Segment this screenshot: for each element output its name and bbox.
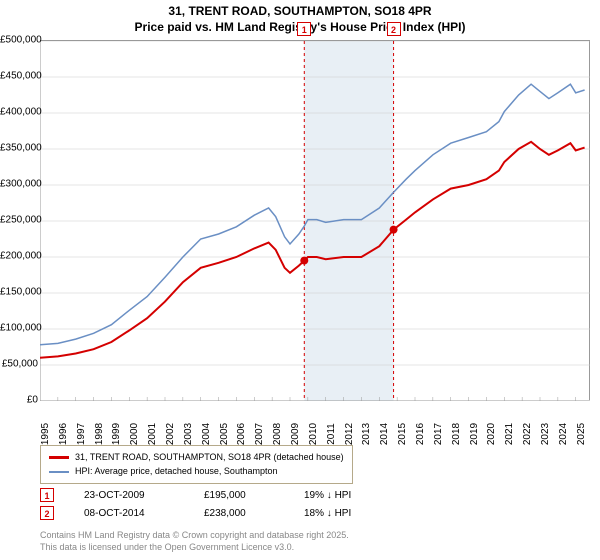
x-tick-label: 2017 [433, 423, 444, 445]
x-tick-label: 2001 [147, 423, 158, 445]
y-tick-label: £300,000 [0, 179, 38, 190]
chart-container: 31, TRENT ROAD, SOUTHAMPTON, SO18 4PR Pr… [0, 0, 600, 560]
y-tick-label: £250,000 [0, 215, 38, 226]
footer-note: Contains HM Land Registry data © Crown c… [40, 530, 349, 553]
legend-swatch-1 [49, 456, 69, 459]
x-tick-label: 2002 [165, 423, 176, 445]
footer-line-2: This data is licensed under the Open Gov… [40, 542, 349, 554]
x-tick-label: 2007 [254, 423, 265, 445]
legend-item-1: 31, TRENT ROAD, SOUTHAMPTON, SO18 4PR (d… [49, 450, 344, 464]
x-tick-label: 1997 [76, 423, 87, 445]
x-tick-label: 2004 [201, 423, 212, 445]
plot-svg [40, 41, 590, 401]
x-tick-label: 2000 [129, 423, 140, 445]
sales-marker-1: 1 [40, 488, 54, 502]
chart-marker-box: 2 [387, 22, 401, 36]
legend-swatch-2 [49, 471, 69, 473]
title-line-1: 31, TRENT ROAD, SOUTHAMPTON, SO18 4PR [0, 4, 600, 20]
y-tick-label: £50,000 [0, 359, 38, 370]
x-tick-label: 2008 [272, 423, 283, 445]
x-tick-label: 1998 [94, 423, 105, 445]
sales-delta-2: 18% ↓ HPI [304, 508, 351, 519]
y-tick-label: £350,000 [0, 143, 38, 154]
y-tick-label: £150,000 [0, 287, 38, 298]
y-tick-label: £500,000 [0, 35, 38, 46]
x-tick-label: 2010 [308, 423, 319, 445]
y-tick-label: £450,000 [0, 71, 38, 82]
x-tick-label: 2012 [344, 423, 355, 445]
x-tick-label: 2022 [522, 423, 533, 445]
legend-label-1: 31, TRENT ROAD, SOUTHAMPTON, SO18 4PR (d… [75, 450, 344, 464]
x-tick-label: 2023 [540, 423, 551, 445]
y-tick-label: £400,000 [0, 107, 38, 118]
x-tick-label: 2021 [504, 423, 515, 445]
x-tick-label: 2019 [469, 423, 480, 445]
x-tick-label: 2018 [451, 423, 462, 445]
sales-price-2: £238,000 [204, 508, 274, 519]
x-tick-label: 1995 [40, 423, 51, 445]
x-tick-label: 2024 [558, 423, 569, 445]
x-tick-label: 1996 [58, 423, 69, 445]
x-tick-label: 2013 [361, 423, 372, 445]
x-tick-label: 2005 [219, 423, 230, 445]
legend-item-2: HPI: Average price, detached house, Sout… [49, 464, 344, 478]
y-tick-label: £200,000 [0, 251, 38, 262]
x-tick-label: 2011 [326, 423, 337, 445]
sales-delta-1: 19% ↓ HPI [304, 490, 351, 501]
sales-row-1: 1 23-OCT-2009 £195,000 19% ↓ HPI [40, 488, 351, 502]
y-tick-label: £0 [0, 395, 38, 406]
sales-marker-2: 2 [40, 506, 54, 520]
legend: 31, TRENT ROAD, SOUTHAMPTON, SO18 4PR (d… [40, 445, 353, 484]
chart-marker-box: 1 [297, 22, 311, 36]
sales-price-1: £195,000 [204, 490, 274, 501]
footer-line-1: Contains HM Land Registry data © Crown c… [40, 530, 349, 542]
x-tick-label: 2020 [486, 423, 497, 445]
sales-date-1: 23-OCT-2009 [84, 490, 174, 501]
sales-row-2: 2 08-OCT-2014 £238,000 18% ↓ HPI [40, 506, 351, 520]
x-tick-label: 2003 [183, 423, 194, 445]
x-tick-label: 2015 [397, 423, 408, 445]
x-tick-label: 2006 [236, 423, 247, 445]
x-tick-label: 2016 [415, 423, 426, 445]
sales-date-2: 08-OCT-2014 [84, 508, 174, 519]
x-tick-label: 2009 [290, 423, 301, 445]
y-tick-label: £100,000 [0, 323, 38, 334]
x-tick-label: 2014 [379, 423, 390, 445]
x-tick-label: 2025 [576, 423, 587, 445]
legend-label-2: HPI: Average price, detached house, Sout… [75, 464, 277, 478]
plot-area [40, 40, 590, 400]
sales-table: 1 23-OCT-2009 £195,000 19% ↓ HPI 2 08-OC… [40, 488, 351, 524]
x-tick-label: 1999 [111, 423, 122, 445]
